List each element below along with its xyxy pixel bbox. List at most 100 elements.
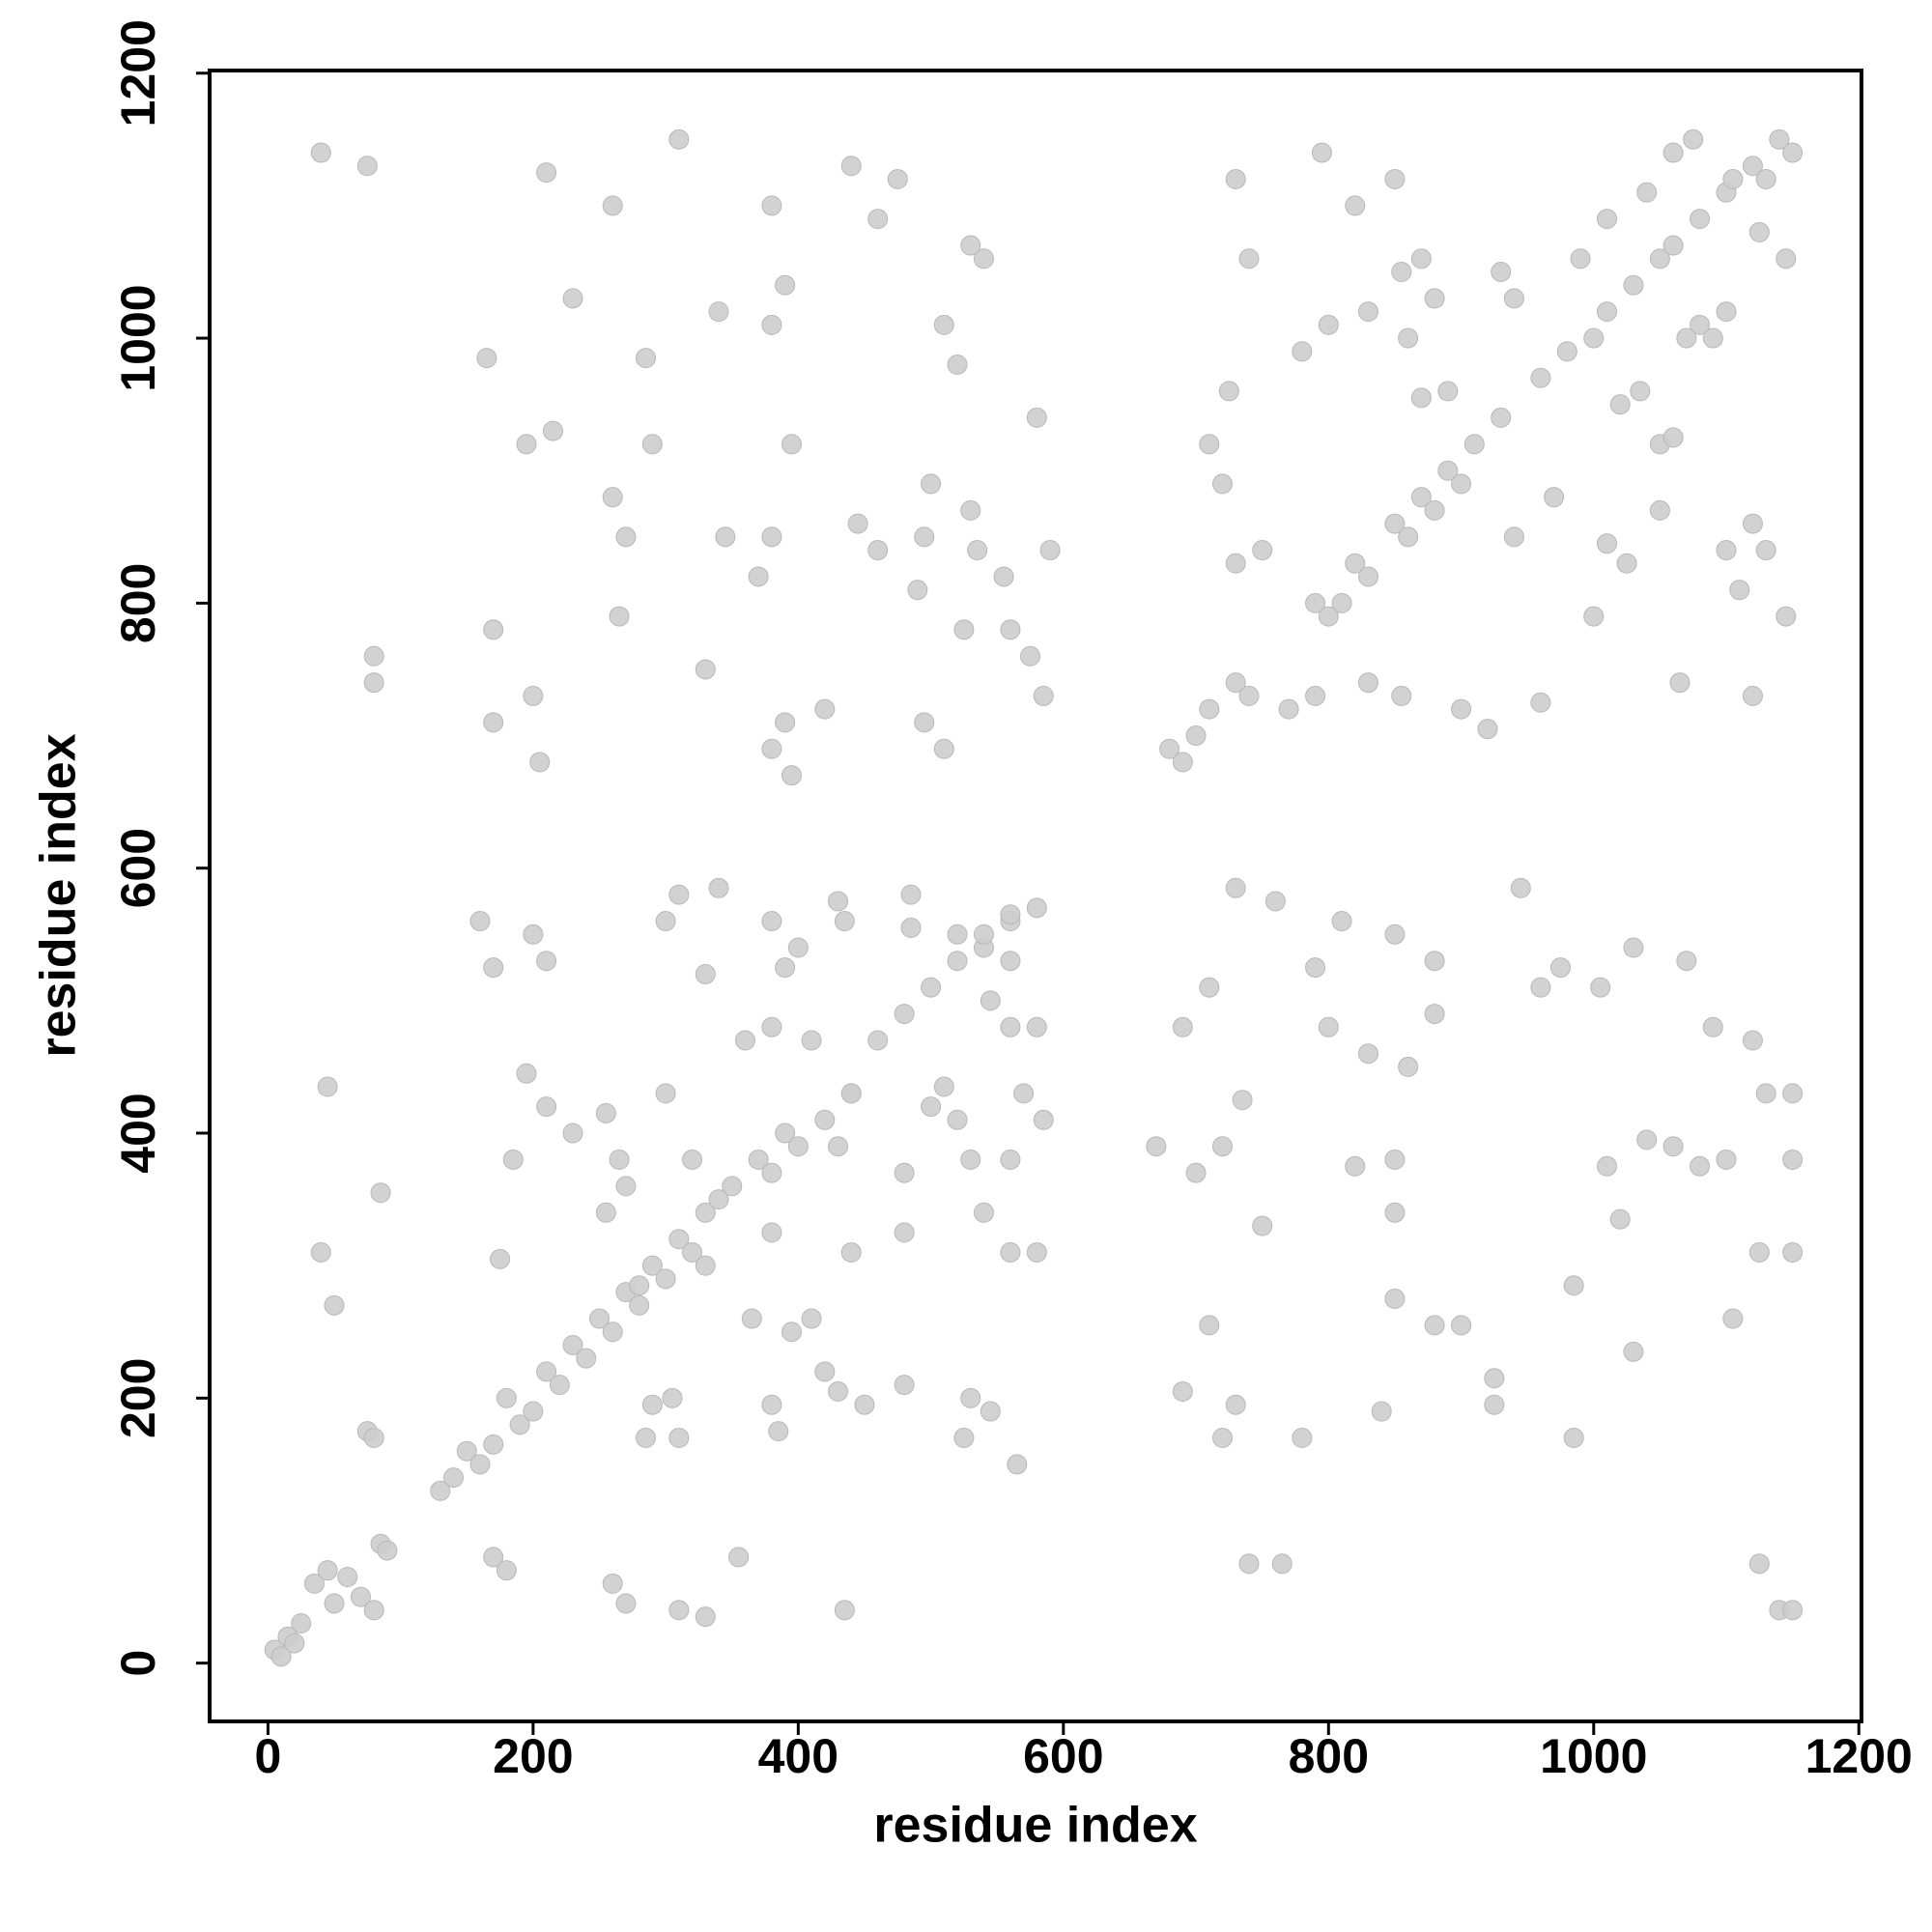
point (490, 1248, 511, 1269)
point (1212, 1427, 1234, 1448)
point (1742, 685, 1763, 706)
point (953, 619, 975, 640)
point (1544, 487, 1565, 508)
point (1238, 685, 1260, 706)
point (1451, 1315, 1472, 1336)
point (761, 1016, 782, 1037)
x-tick-label: 600 (1023, 1729, 1103, 1783)
point (894, 1004, 915, 1025)
point (1451, 698, 1472, 720)
point (1424, 1315, 1445, 1336)
point (1384, 1149, 1406, 1170)
point (781, 1321, 802, 1343)
y-tick-label: 400 (111, 1093, 165, 1173)
point (636, 1427, 657, 1448)
point (1159, 738, 1180, 759)
point (502, 1149, 524, 1170)
point (1484, 1368, 1505, 1389)
point (337, 1566, 358, 1587)
point (1345, 195, 1366, 216)
point (609, 1149, 630, 1170)
point (894, 1375, 915, 1396)
point (1000, 1016, 1021, 1037)
point (1264, 891, 1286, 912)
point (1683, 128, 1704, 150)
point (1185, 725, 1207, 747)
point (1225, 672, 1246, 694)
point (1398, 526, 1419, 548)
point (1769, 128, 1790, 150)
point (641, 1394, 663, 1415)
point (1318, 1016, 1339, 1037)
point (761, 1162, 782, 1183)
point (867, 1030, 889, 1051)
point (1503, 526, 1524, 548)
point (1000, 951, 1021, 972)
point (1563, 1275, 1584, 1296)
point (1410, 248, 1432, 270)
point (894, 1222, 915, 1243)
point (715, 526, 736, 548)
point (1702, 1016, 1723, 1037)
point (377, 1540, 398, 1561)
point (668, 884, 690, 905)
point (1662, 427, 1684, 448)
point (761, 526, 782, 548)
y-tick-label: 0 (111, 1650, 165, 1677)
point (1630, 381, 1651, 402)
point (1649, 499, 1670, 521)
point (1729, 580, 1750, 601)
point (1782, 1083, 1804, 1104)
point (1556, 341, 1577, 362)
point (523, 923, 544, 945)
point (1755, 1083, 1776, 1104)
point (317, 1076, 338, 1097)
point (1623, 937, 1644, 958)
x-tick-label: 0 (254, 1729, 281, 1783)
point (1212, 1136, 1234, 1157)
point (1722, 168, 1744, 189)
point (973, 923, 994, 945)
x-tick-label: 1200 (1805, 1729, 1913, 1783)
point (1530, 367, 1551, 388)
point (1609, 394, 1631, 415)
point (1662, 142, 1684, 163)
point (350, 1586, 371, 1607)
x-tick-label: 800 (1289, 1729, 1369, 1783)
point (324, 1294, 345, 1316)
point (1331, 592, 1352, 613)
point (356, 156, 378, 177)
point (1305, 592, 1326, 613)
point (947, 1109, 968, 1130)
point (615, 1176, 637, 1197)
x-tick-label: 200 (493, 1729, 573, 1783)
point (1549, 957, 1571, 979)
point (900, 884, 922, 905)
point (291, 1613, 312, 1634)
x-axis-title: residue index (873, 1798, 1197, 1854)
point (562, 288, 583, 309)
point (1742, 1030, 1763, 1051)
point (1530, 692, 1551, 713)
point (1742, 513, 1763, 534)
point (1199, 434, 1220, 455)
point (1662, 235, 1684, 256)
point (523, 1401, 544, 1422)
point (1305, 957, 1326, 979)
point (1252, 540, 1273, 561)
point (761, 1394, 782, 1415)
point (1199, 977, 1220, 998)
point (483, 712, 504, 733)
point (284, 1633, 305, 1654)
point (695, 1606, 716, 1628)
point (787, 937, 809, 958)
point (363, 1600, 384, 1621)
point (576, 1348, 597, 1369)
point (430, 1480, 451, 1501)
point (734, 1030, 755, 1051)
point (761, 1222, 782, 1243)
point (1033, 685, 1054, 706)
point (847, 513, 868, 534)
y-tick-label: 1200 (111, 19, 165, 127)
point (1597, 301, 1618, 323)
